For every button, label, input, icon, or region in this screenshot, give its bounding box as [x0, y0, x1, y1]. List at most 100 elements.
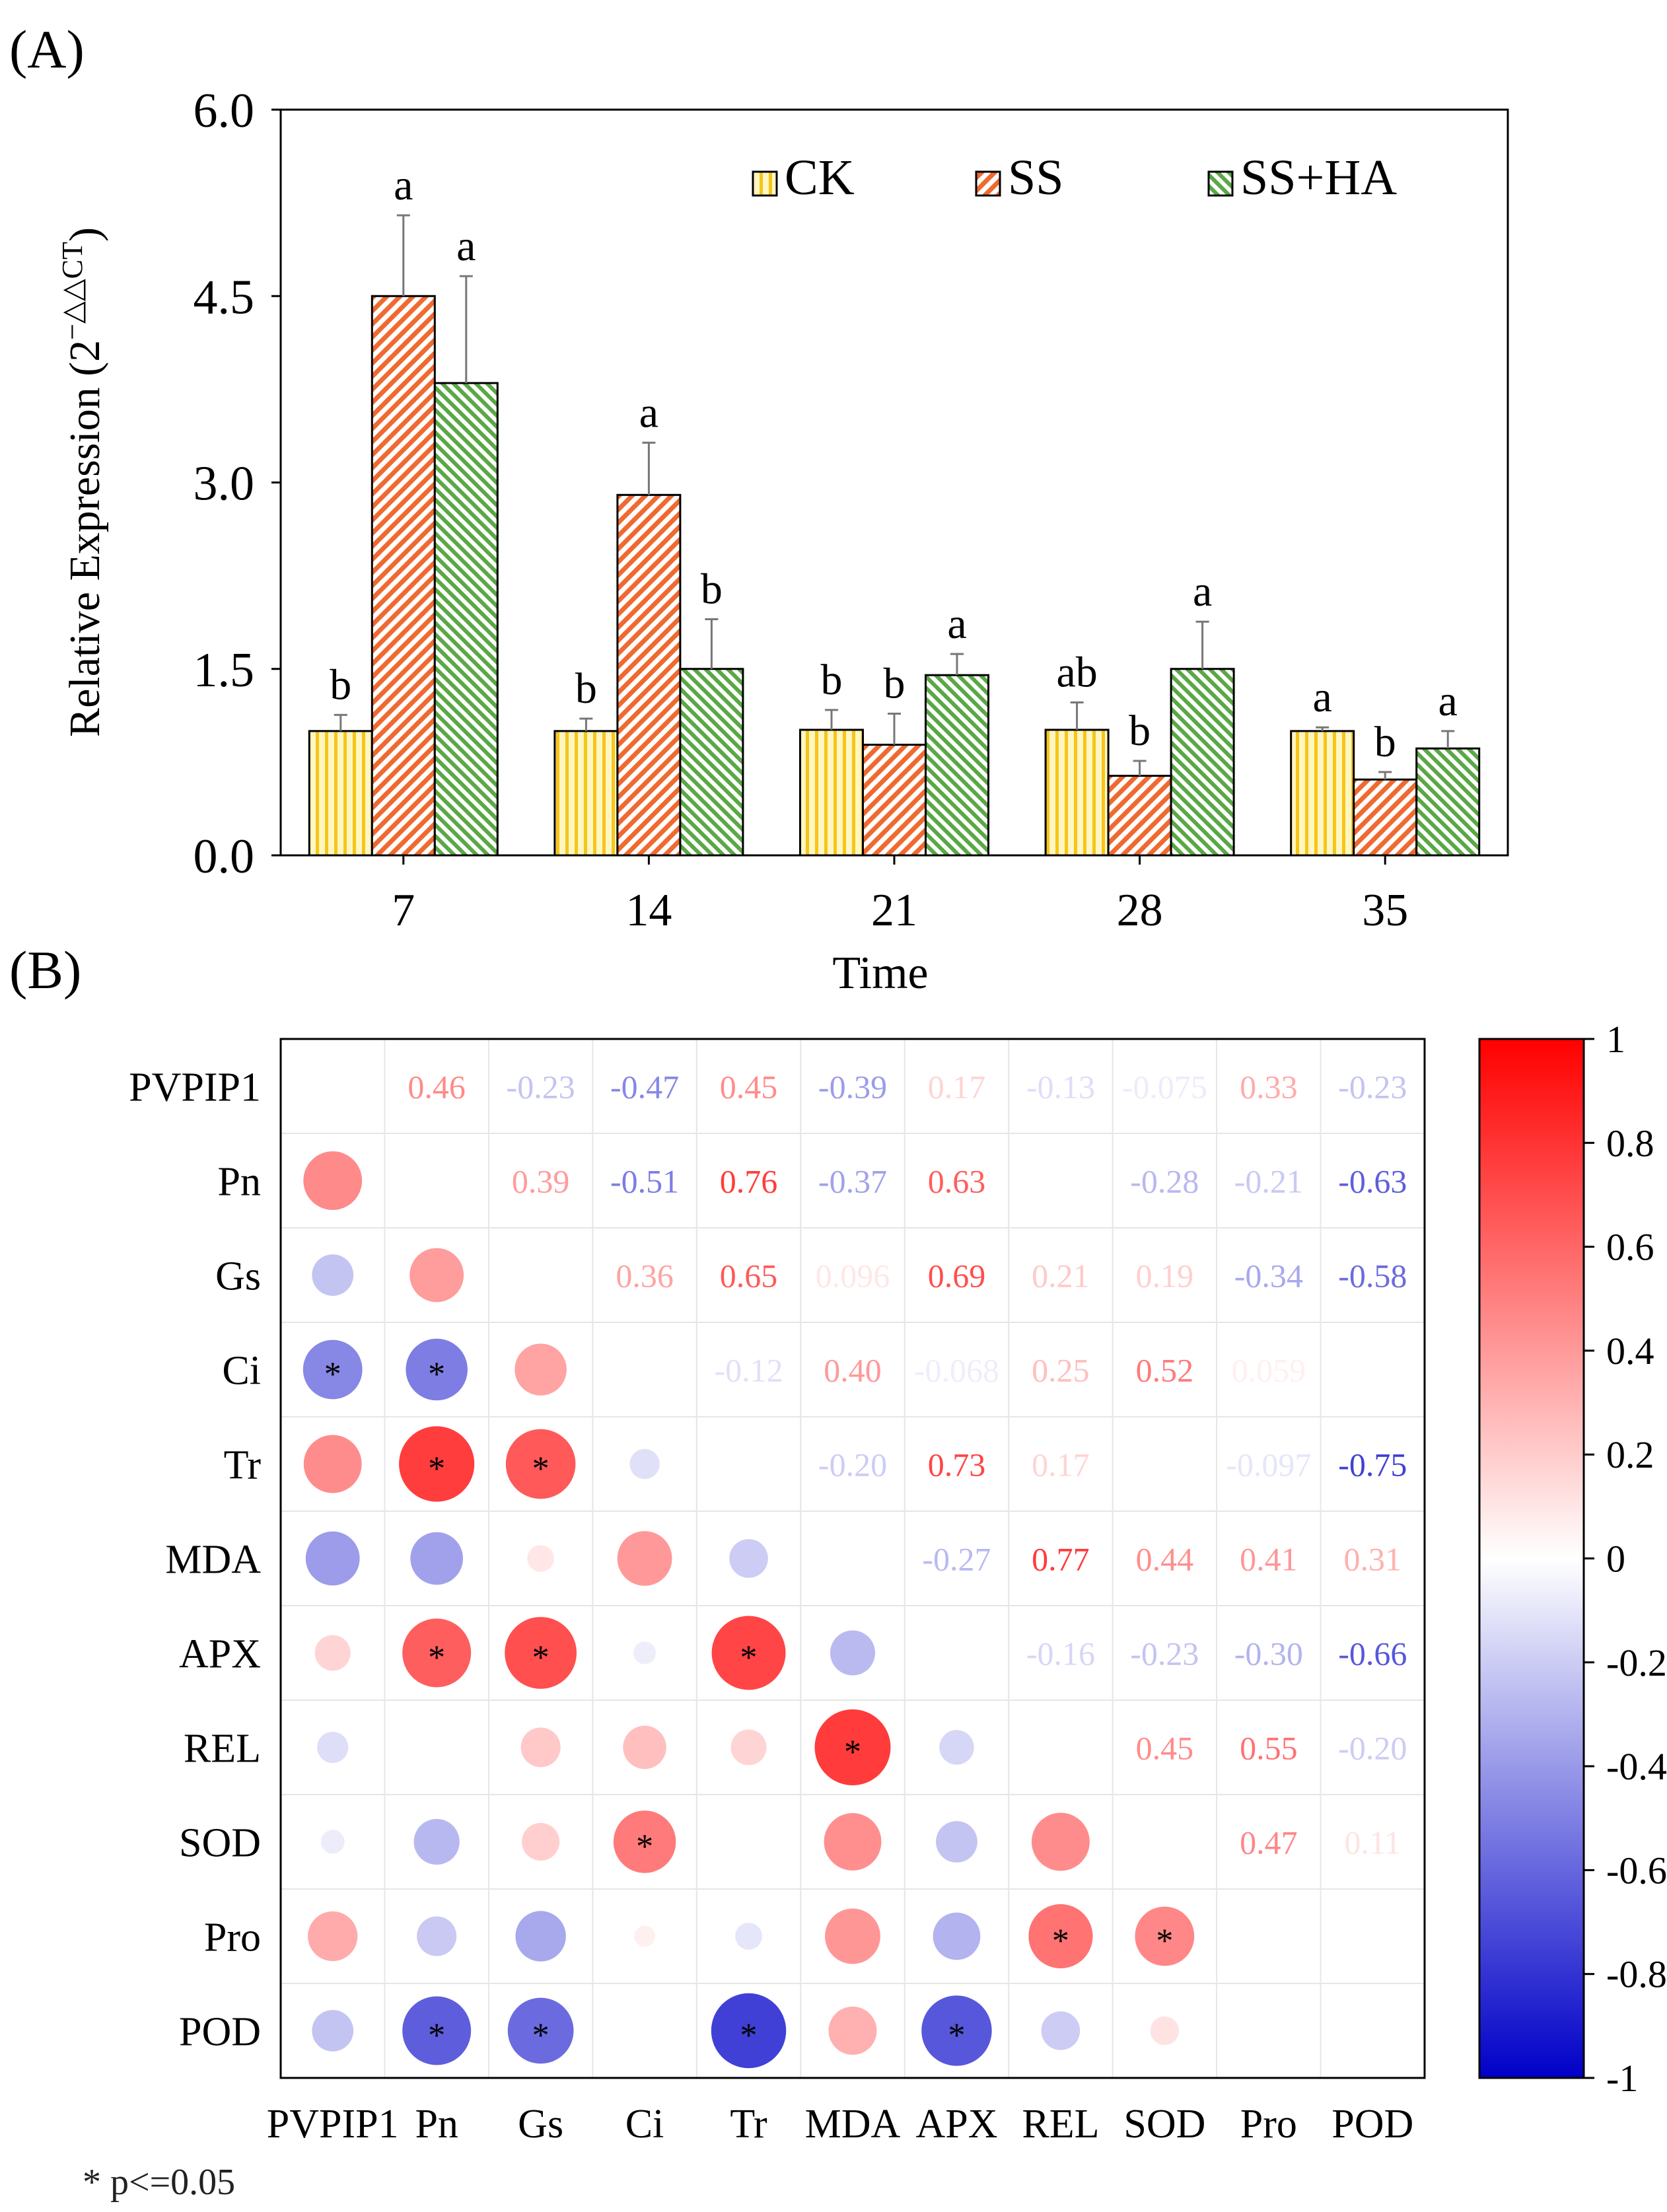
correlation-circle: [1041, 2011, 1081, 2050]
correlation-value: 0.19: [1136, 1258, 1194, 1295]
legend-swatch-ss-ha: [1207, 170, 1234, 197]
correlation-value: 0.46: [408, 1069, 466, 1106]
correlation-value: -0.12: [714, 1352, 783, 1389]
correlation-circle: [317, 1731, 349, 1764]
correlation-value: -0.47: [610, 1069, 679, 1106]
row-label-mda: MDA: [165, 1538, 261, 1583]
significance-letter: b: [1374, 718, 1396, 766]
y-tick-label: 0.0: [194, 830, 255, 884]
correlation-circle: [320, 1830, 345, 1854]
correlation-circle: [514, 1343, 567, 1396]
colorbar-tick-label: -0.4: [1606, 1745, 1667, 1788]
correlation-value: 0.76: [720, 1163, 778, 1200]
row-label-pvpip1: PVPIP1: [129, 1065, 261, 1110]
significance-marker: *: [740, 1639, 758, 1677]
significance-letter: a: [394, 161, 413, 209]
legend-swatch-ck: [752, 170, 778, 197]
correlation-value: -0.23: [1338, 1069, 1407, 1106]
colorbar-tick-label: -0.6: [1606, 1849, 1667, 1892]
bar-ss-14: [616, 493, 682, 857]
correlation-circle: [305, 1531, 360, 1586]
correlation-circle: [402, 1618, 472, 1688]
significance-letter: ab: [1056, 649, 1097, 697]
correlation-value: 0.17: [928, 1069, 986, 1106]
significance-marker: *: [428, 1450, 445, 1488]
x-tick-label: 14: [625, 885, 672, 936]
legend-swatch-ss: [975, 170, 1001, 197]
column-label-rel: REL: [1022, 2102, 1099, 2147]
correlation-value: -0.23: [1130, 1635, 1199, 1672]
significance-letter: a: [1313, 673, 1332, 721]
correlation-circle: [312, 1254, 354, 1296]
significance-letter: b: [701, 565, 723, 613]
correlation-value: 0.17: [1032, 1446, 1090, 1483]
significance-letter: b: [575, 664, 597, 713]
x-tick-label: 35: [1362, 885, 1408, 936]
correlation-value: -0.66: [1338, 1635, 1407, 1672]
panel-a-y-tick-labels: 0.0 1.5 3.0 4.5 6.0: [194, 84, 255, 884]
significance-letter: b: [884, 659, 905, 707]
significance-marker: *: [428, 2017, 445, 2055]
correlation-value: -0.097: [1226, 1446, 1311, 1483]
correlation-value: -0.20: [818, 1446, 887, 1483]
correlation-circle: [933, 1912, 981, 1960]
bar-ck-14: [553, 730, 619, 857]
panel-b-matrix-frame: [279, 1038, 1426, 2079]
correlation-circle: [830, 1630, 876, 1676]
colorbar-tick-label: 0.6: [1606, 1226, 1654, 1269]
correlation-circle: [814, 1709, 891, 1785]
correlation-circle: [402, 1996, 472, 2065]
correlation-value: 0.63: [928, 1163, 986, 1200]
correlation-value: -0.21: [1234, 1163, 1303, 1200]
colorbar-tick-label: -0.8: [1606, 1953, 1667, 1996]
bar-ck-7: [308, 730, 373, 857]
panel-a-bars: [308, 295, 1481, 857]
panel-a-x-axis-label: Time: [832, 948, 928, 999]
y-tick-label: 1.5: [194, 643, 255, 697]
correlation-circle: [399, 1426, 475, 1502]
correlation-value: 0.44: [1136, 1541, 1194, 1578]
correlation-value: 0.65: [720, 1258, 778, 1295]
panel-b-column-labels: PVPIP1 Pn Gs Ci Tr MDA APX REL SOD Pro POD: [267, 2102, 1413, 2147]
colorbar-tick-label: 0.2: [1606, 1433, 1654, 1476]
panel-a-plot-frame: [279, 108, 1509, 857]
correlation-value: 0.47: [1240, 1824, 1298, 1861]
column-label-ci: Ci: [625, 2102, 664, 2147]
significance-marker: *: [948, 2017, 965, 2055]
correlation-circle: [312, 2010, 354, 2051]
panel-a-x-tick-labels: 7 14 21 28 35: [392, 885, 1408, 936]
panel-a-y-axis-label: Relative Expression (2−△△CT): [56, 227, 109, 737]
bar-ss-28: [1107, 775, 1172, 857]
panel-b-label: (B): [9, 940, 81, 1000]
correlation-circle: [729, 1539, 768, 1578]
significance-marker: *: [532, 2017, 550, 2055]
colorbar: [1478, 1038, 1585, 2079]
correlation-value: 0.21: [1032, 1258, 1090, 1295]
bar-ss-35: [1353, 778, 1418, 857]
correlation-value: -0.068: [914, 1352, 999, 1389]
correlation-value: -0.63: [1338, 1163, 1407, 1200]
significance-letter: b: [330, 660, 351, 709]
significance-marker: *: [532, 1450, 550, 1488]
correlation-circle: [921, 1995, 992, 2066]
significance-letter: a: [639, 388, 658, 437]
correlation-value: 0.55: [1240, 1730, 1298, 1767]
bar-ck-21: [799, 729, 864, 857]
correlation-circle: [1031, 1812, 1090, 1871]
correlation-circle: [613, 1810, 676, 1873]
correlation-circle: [302, 1339, 363, 1400]
correlation-circle: [413, 1818, 460, 1865]
correlation-circle: [520, 1727, 561, 1767]
correlation-value: 0.40: [824, 1352, 882, 1389]
column-label-mda: MDA: [805, 2102, 901, 2147]
y-tick-label: 6.0: [194, 84, 255, 138]
row-label-tr: Tr: [224, 1443, 262, 1488]
bar-ck-35: [1290, 730, 1355, 857]
colorbar-tick-label: 0.8: [1606, 1122, 1654, 1164]
correlation-value: 0.11: [1344, 1824, 1401, 1861]
correlation-circle: [527, 1545, 554, 1572]
correlation-value: 0.77: [1032, 1541, 1090, 1578]
correlation-value: 0.096: [816, 1258, 890, 1295]
column-label-pvpip1: PVPIP1: [267, 2102, 399, 2147]
